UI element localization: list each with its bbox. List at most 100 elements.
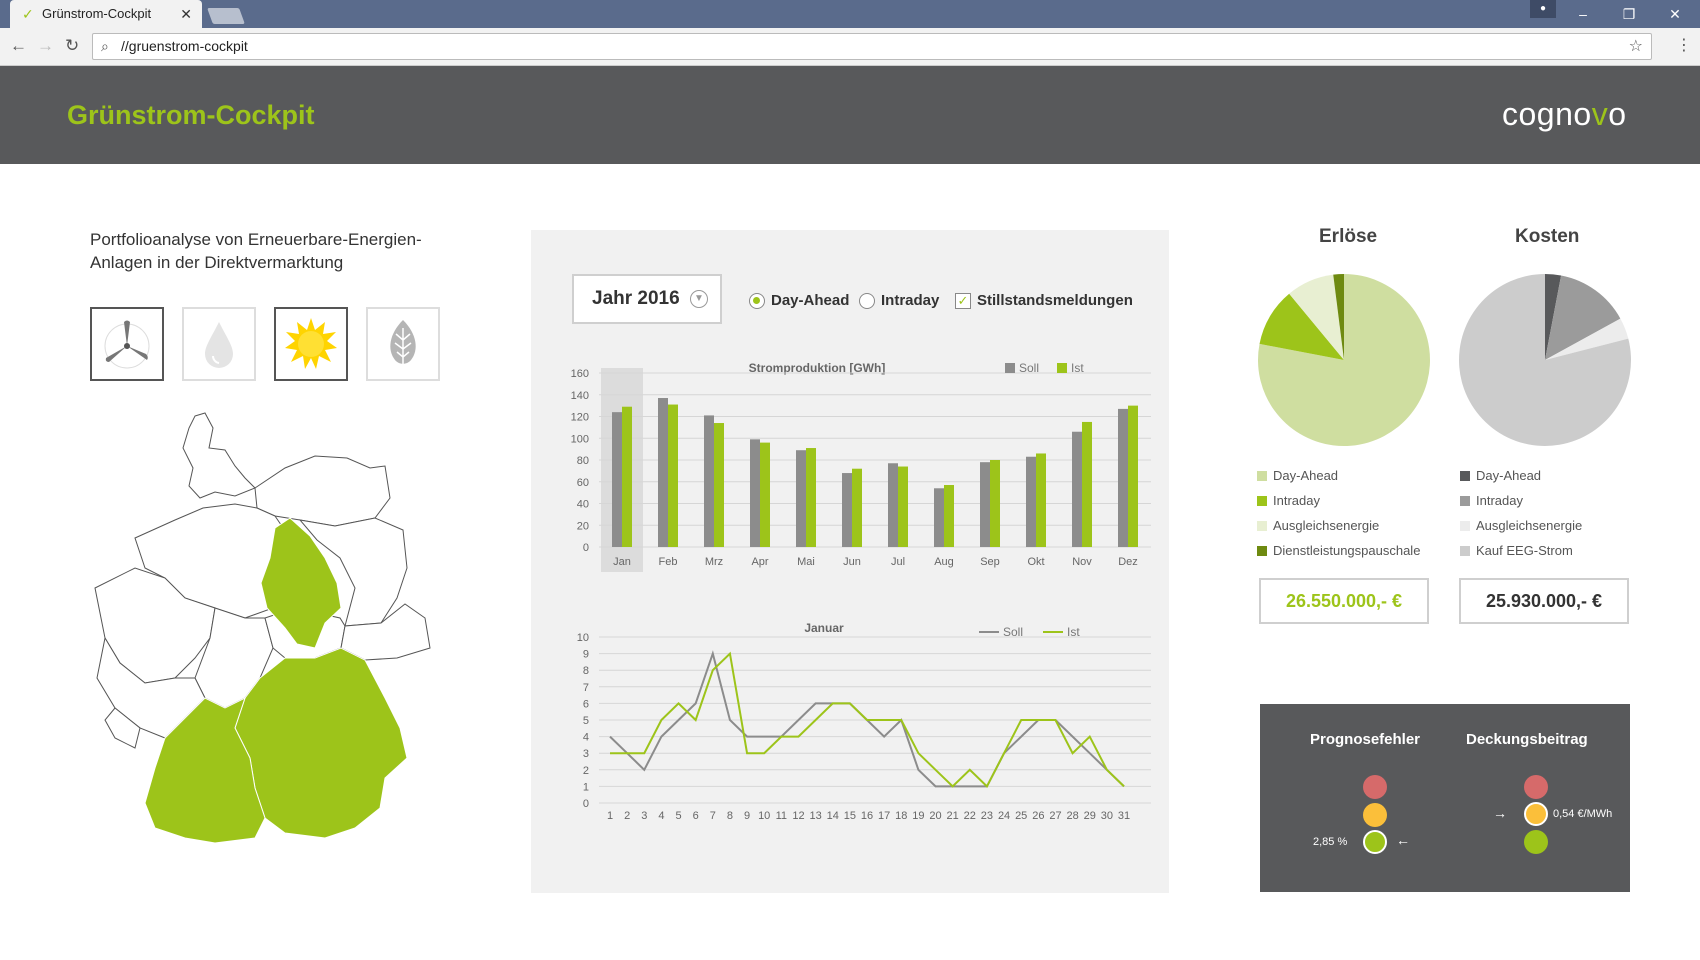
restore-icon[interactable]: ❐ <box>1622 6 1636 22</box>
bar-soll <box>888 463 898 547</box>
legend-label: Kauf EEG-Strom <box>1476 543 1573 558</box>
new-tab-button[interactable] <box>207 8 245 24</box>
x-tick-label: 9 <box>744 810 750 822</box>
bar-ist <box>898 466 908 547</box>
legend-swatch <box>1257 495 1267 506</box>
browser-tabbar: ✓ Grünstrom-Cockpit ✕ ● – ❐ ✕ <box>0 0 1700 28</box>
x-tick-label: 3 <box>641 810 647 822</box>
tab-title: Grünstrom-Cockpit <box>42 6 152 21</box>
x-tick-label: 10 <box>758 810 770 822</box>
x-tick-label: 2 <box>624 810 630 822</box>
revenue-pie-chart[interactable] <box>1257 273 1431 447</box>
region-mecklenburg <box>254 455 391 527</box>
legend-label: Soll <box>1019 361 1039 375</box>
minimize-icon[interactable]: – <box>1579 6 1587 22</box>
y-tick-label: 140 <box>571 390 589 402</box>
browser-tab[interactable]: ✓ Grünstrom-Cockpit ✕ <box>10 0 202 28</box>
production-bar-chart[interactable]: Stromproduktion [GWh] 0 20 40 60 80 100 120 140 1… <box>531 355 1169 585</box>
forecast-red-light <box>1363 775 1387 799</box>
x-tick-label: 24 <box>998 810 1010 822</box>
chart-title: Januar <box>804 621 844 635</box>
filter-solar-button[interactable] <box>274 307 348 381</box>
option-intraday-label: Intraday <box>881 292 940 309</box>
x-tick-label: Apr <box>751 556 768 568</box>
y-tick-label: 120 <box>571 412 589 424</box>
leaf-icon <box>390 320 416 366</box>
x-tick-label: 7 <box>710 810 716 822</box>
option-intraday[interactable]: Intraday <box>859 292 939 309</box>
legend-label: Ist <box>1067 625 1080 639</box>
margin-green-light <box>1524 830 1548 854</box>
x-tick-label: 25 <box>1015 810 1027 822</box>
y-tick-label: 9 <box>583 649 589 661</box>
reload-icon[interactable]: ↻ <box>65 36 80 55</box>
year-label: Jahr 2016 <box>592 288 680 309</box>
checkbox-stillstand[interactable]: ✓ <box>955 292 971 309</box>
logo-part-1: cogno <box>1502 96 1592 132</box>
filter-water-button[interactable] <box>182 307 256 381</box>
cognovo-logo: cognovo <box>1502 96 1626 133</box>
water-drop-icon <box>205 322 233 368</box>
y-tick-label: 2 <box>583 765 589 777</box>
bar-soll <box>612 412 622 547</box>
bar-soll <box>750 439 760 547</box>
legend-label: Day-Ahead <box>1476 468 1542 483</box>
sun-icon <box>285 318 337 369</box>
filter-biomass-button[interactable] <box>366 307 440 381</box>
legend-swatch <box>1460 520 1470 531</box>
costs-pie-chart[interactable] <box>1458 273 1632 447</box>
legend-item: Day-Ahead <box>1460 463 1582 488</box>
x-tick-label: 30 <box>1101 810 1113 822</box>
y-tick-label: 0 <box>583 798 589 810</box>
costs-legend: Day-Ahead Intraday Ausgleichsenergie Kau… <box>1460 463 1582 563</box>
pie-slice <box>1259 293 1344 360</box>
x-tick-label: Sep <box>980 556 1000 568</box>
close-window-icon[interactable]: ✕ <box>1669 6 1681 22</box>
x-tick-label: 16 <box>861 810 873 822</box>
legend-item: Day-Ahead <box>1257 463 1420 488</box>
logo-part-3: o <box>1608 96 1627 132</box>
y-tick-label: 1 <box>583 781 589 793</box>
series-line-ist <box>610 651 1125 789</box>
url-input[interactable]: ⌕ //gruenstrom-cockpit ☆ <box>92 33 1652 60</box>
legend-item: Kauf EEG-Strom <box>1460 538 1582 563</box>
browser-menu-icon[interactable]: ⋮ <box>1676 37 1692 54</box>
x-tick-label: 8 <box>727 810 733 822</box>
x-tick-label: 20 <box>929 810 941 822</box>
x-tick-label: 14 <box>827 810 839 822</box>
close-tab-icon[interactable]: ✕ <box>180 6 192 22</box>
filter-wind-button[interactable] <box>90 307 164 381</box>
y-tick-label: 8 <box>583 665 589 677</box>
x-tick-label: Dez <box>1118 556 1138 568</box>
legend-item: Intraday <box>1460 488 1582 513</box>
costs-title: Kosten <box>1515 226 1580 247</box>
revenue-title: Erlöse <box>1319 226 1378 247</box>
legend-item: Dienstleistungspauschale <box>1257 538 1420 563</box>
profile-icon[interactable]: ● <box>1530 0 1556 18</box>
x-tick-label: 28 <box>1066 810 1078 822</box>
germany-map[interactable] <box>85 408 455 898</box>
y-tick-label: 100 <box>571 433 589 445</box>
bookmark-star-icon[interactable]: ☆ <box>1628 38 1643 55</box>
forward-icon[interactable]: → <box>37 36 54 55</box>
radio-day-ahead[interactable] <box>749 292 765 309</box>
y-tick-label: 40 <box>577 499 589 511</box>
y-tick-label: 20 <box>577 520 589 532</box>
x-tick-label: Feb <box>659 556 678 568</box>
y-tick-label: 5 <box>583 715 589 727</box>
back-icon[interactable]: ← <box>10 36 27 55</box>
bar-soll <box>1118 408 1128 547</box>
bar-soll <box>934 488 944 547</box>
x-tick-label: Jan <box>613 556 631 568</box>
legend-swatch <box>1257 545 1267 556</box>
radio-intraday[interactable] <box>859 292 875 309</box>
option-stillstand[interactable]: ✓ Stillstandsmeldungen <box>955 292 1133 309</box>
option-day-ahead[interactable]: Day-Ahead <box>749 292 849 309</box>
year-select[interactable]: Jahr 2016 ▼ <box>572 274 722 324</box>
region-saarland <box>104 707 141 749</box>
y-tick-label: 7 <box>583 682 589 694</box>
pie-slice <box>1545 318 1629 360</box>
legend-item: Ausgleichsenergie <box>1460 513 1582 538</box>
legend-swatch <box>1257 520 1267 531</box>
